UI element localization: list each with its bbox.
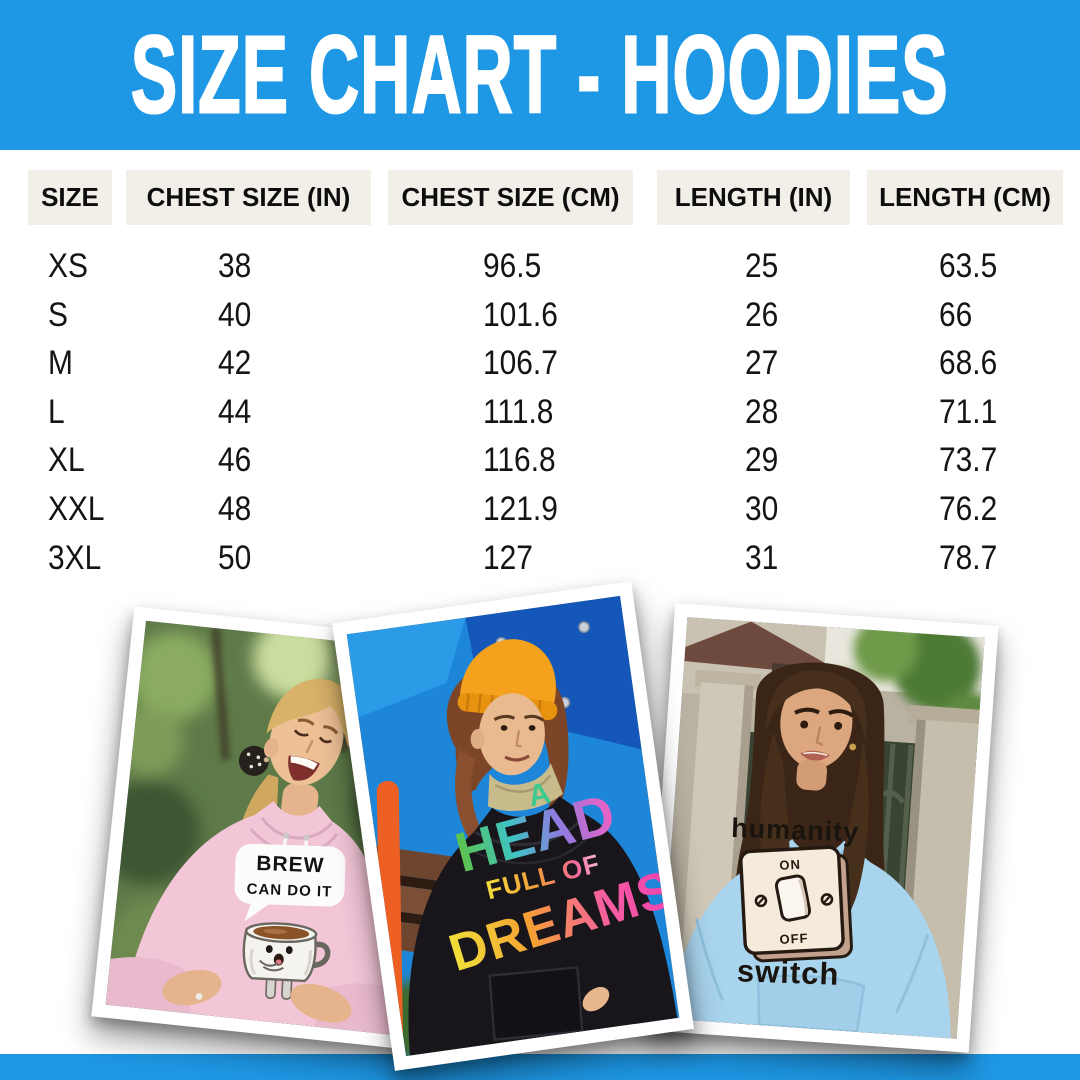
humanity-switch-design: humanity ON bbox=[731, 813, 860, 992]
size-table: SIZE CHEST SIZE (IN) CHEST SIZE (CM) LEN… bbox=[0, 170, 1080, 582]
column-header-length-cm: LENGTH (CM) bbox=[867, 170, 1063, 225]
cell-chest-cm: 111.8 bbox=[483, 392, 554, 431]
polaroid-blue-hoodie: humanity ON bbox=[645, 603, 999, 1053]
pink-hoodie-model: BREW CAN DO IT bbox=[105, 679, 401, 1036]
table-row: XS 38 96.5 25 63.5 bbox=[0, 242, 1080, 291]
cell-size: XL bbox=[48, 441, 85, 480]
page-title: SIZE CHART - HOODIES bbox=[130, 12, 949, 137]
table-row: S 40 101.6 26 66 bbox=[0, 291, 1080, 340]
switch-on-label: ON bbox=[779, 857, 801, 873]
cell-chest-cm: 101.6 bbox=[483, 295, 558, 334]
cell-chest-in: 38 bbox=[218, 247, 252, 285]
bottom-accent-bar bbox=[0, 1054, 1080, 1080]
cell-length-in: 25 bbox=[745, 247, 779, 285]
column-header-chest-in: CHEST SIZE (IN) bbox=[126, 170, 371, 225]
table-row: XXL 48 121.9 30 76.2 bbox=[0, 485, 1080, 534]
blue-hoodie-photo: humanity ON bbox=[659, 617, 985, 1039]
cell-length-cm: 78.7 bbox=[939, 538, 998, 577]
black-hoodie-scene: A HEAD FULL OF DREAMS bbox=[346, 595, 680, 1057]
cell-length-in: 27 bbox=[745, 344, 779, 383]
cell-size: M bbox=[48, 344, 73, 383]
cell-chest-in: 44 bbox=[218, 392, 252, 431]
cell-size: L bbox=[48, 392, 65, 431]
cell-chest-in: 50 bbox=[218, 538, 252, 577]
cell-chest-in: 46 bbox=[218, 441, 252, 480]
cell-length-cm: 63.5 bbox=[939, 247, 998, 285]
black-hoodie-photo: A HEAD FULL OF DREAMS bbox=[346, 595, 680, 1057]
cell-chest-cm: 96.5 bbox=[483, 247, 542, 285]
cell-length-in: 30 bbox=[745, 489, 779, 528]
cell-size: XXL bbox=[48, 489, 105, 528]
design-word-top: humanity bbox=[731, 813, 860, 847]
cell-size: S bbox=[48, 295, 68, 334]
blue-hoodie-model: humanity ON bbox=[667, 662, 951, 1039]
design-line-1: BREW bbox=[256, 852, 325, 877]
design-word-bottom: switch bbox=[736, 953, 840, 992]
blue-hoodie-scene: humanity ON bbox=[659, 617, 985, 1039]
cell-size: 3XL bbox=[48, 538, 102, 577]
cell-size: XS bbox=[48, 247, 88, 285]
header-banner: SIZE CHART - HOODIES bbox=[0, 0, 1080, 150]
mug-character bbox=[242, 922, 331, 1000]
brew-design: BREW CAN DO IT bbox=[234, 843, 346, 922]
polaroid-black-hoodie: A HEAD FULL OF DREAMS bbox=[332, 581, 694, 1071]
cell-length-in: 26 bbox=[745, 295, 779, 334]
table-row: L 44 111.8 28 71.1 bbox=[0, 388, 1080, 437]
cell-length-cm: 68.6 bbox=[939, 344, 998, 383]
column-header-length-in: LENGTH (IN) bbox=[657, 170, 850, 225]
cell-chest-cm: 116.8 bbox=[483, 441, 556, 480]
switch-off-label: OFF bbox=[779, 930, 809, 946]
cell-chest-cm: 106.7 bbox=[483, 344, 558, 383]
cell-length-in: 29 bbox=[745, 441, 779, 480]
column-header-chest-cm: CHEST SIZE (CM) bbox=[388, 170, 633, 225]
switch-plate-icon: ON OFF bbox=[739, 845, 853, 963]
table-body: XS 38 96.5 25 63.5 S 40 101.6 26 66 M 42… bbox=[0, 242, 1080, 582]
cell-length-cm: 66 bbox=[939, 295, 973, 334]
cell-chest-in: 48 bbox=[218, 489, 252, 528]
cell-chest-in: 40 bbox=[218, 295, 252, 334]
table-row: XL 46 116.8 29 73.7 bbox=[0, 436, 1080, 485]
cell-length-in: 31 bbox=[745, 538, 779, 577]
table-row: M 42 106.7 27 68.6 bbox=[0, 339, 1080, 388]
cell-chest-cm: 121.9 bbox=[483, 489, 558, 528]
cell-chest-in: 42 bbox=[218, 344, 252, 383]
table-row: 3XL 50 127 31 78.7 bbox=[0, 534, 1080, 583]
column-header-size: SIZE bbox=[28, 170, 112, 225]
cell-length-cm: 73.7 bbox=[939, 441, 998, 480]
cell-length-cm: 71.1 bbox=[939, 392, 998, 431]
cell-length-in: 28 bbox=[745, 392, 779, 431]
cell-chest-cm: 127 bbox=[483, 538, 533, 577]
cell-length-cm: 76.2 bbox=[939, 489, 998, 528]
table-header-row: SIZE CHEST SIZE (IN) CHEST SIZE (CM) LEN… bbox=[0, 170, 1080, 225]
design-line-2: CAN DO IT bbox=[246, 881, 332, 901]
